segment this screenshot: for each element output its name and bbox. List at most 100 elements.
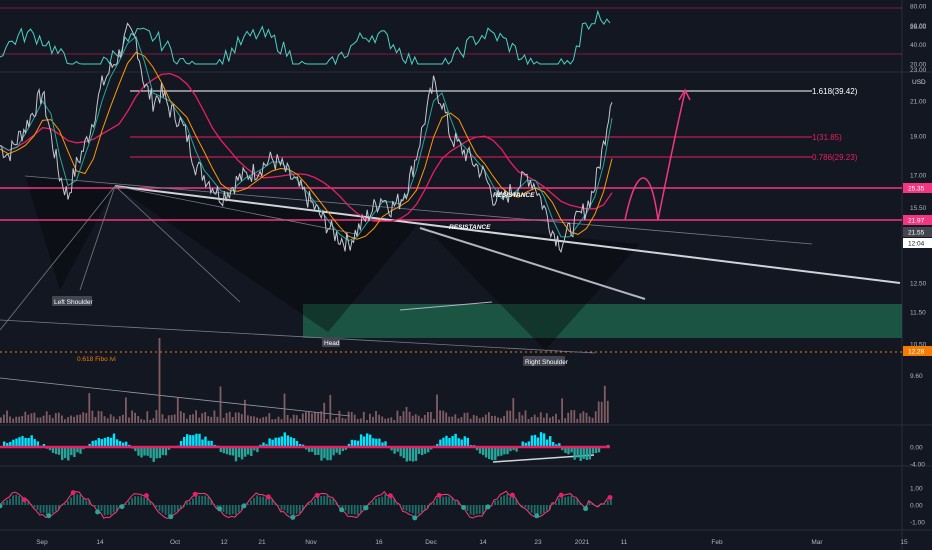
macd-bar xyxy=(491,447,494,461)
right-shoulder-shape xyxy=(420,222,640,350)
fibo-618-label: 0.618 Fibo lvl xyxy=(77,356,116,363)
stoch-bar xyxy=(457,501,460,505)
stoch-bar xyxy=(134,496,136,505)
rsi-tick-2: 60.00 xyxy=(910,23,927,30)
stoch-dot xyxy=(217,506,223,512)
volume-bar xyxy=(280,419,283,423)
time-label-6: 16 xyxy=(375,539,383,546)
volume-bar xyxy=(0,417,2,423)
stoch-bar xyxy=(329,498,332,505)
macd-bar xyxy=(274,437,277,447)
rsi-pane: 20.00 40.00 60.00 80.00 xyxy=(0,4,927,69)
price-tick-7: 19.00 xyxy=(910,134,927,141)
volume-bar xyxy=(442,410,445,423)
time-label-10: 2021 xyxy=(575,539,590,546)
stoch-bar xyxy=(97,505,100,511)
stoch-bar xyxy=(347,505,350,514)
volume-bar xyxy=(570,410,573,423)
volume-bar xyxy=(298,418,301,423)
stoch-bar xyxy=(173,505,176,513)
macd-bar xyxy=(247,447,250,455)
price-tag-4: 12.28 xyxy=(908,349,925,356)
stoch-bar xyxy=(3,502,5,505)
volume-bar xyxy=(262,417,265,423)
stoch-bar xyxy=(39,505,42,514)
volume-bar xyxy=(390,417,393,423)
macd-bar xyxy=(179,441,183,447)
volume-bar xyxy=(100,411,103,423)
macd-bar xyxy=(122,442,125,447)
stoch-bar xyxy=(478,505,481,514)
volume-bar xyxy=(323,402,326,423)
volume-bar xyxy=(539,412,542,423)
stoch-dot xyxy=(70,490,76,496)
volume-bar xyxy=(128,417,130,423)
macd-bar xyxy=(594,447,598,453)
volume-bar xyxy=(79,414,82,423)
macd-bar xyxy=(369,434,372,447)
volume-bar xyxy=(250,416,252,423)
macd-bar xyxy=(338,447,341,455)
stoch-bar xyxy=(128,501,130,505)
price-axis[interactable]: USD 9.6010.5011.5012.5014.0015.5017.0019… xyxy=(903,0,932,380)
stoch-bar xyxy=(21,497,24,505)
stoch-bar xyxy=(51,505,54,514)
stoch-bar xyxy=(600,504,603,505)
stoch-bar xyxy=(542,505,545,513)
right-shoulder-box xyxy=(523,356,565,366)
stoch-bar xyxy=(204,495,207,505)
stoch-bar xyxy=(475,505,478,515)
stoch-bar xyxy=(527,505,530,510)
stoch-bar xyxy=(393,498,396,505)
macd-bar xyxy=(597,447,601,453)
volume-bar xyxy=(542,417,545,423)
stoch-bar xyxy=(253,497,255,505)
stoch-bar xyxy=(280,505,283,511)
volume-bar xyxy=(527,419,530,423)
volume-bar xyxy=(347,411,350,423)
stoch-bar xyxy=(503,495,505,505)
stoch-dot xyxy=(412,515,418,521)
volume-bar xyxy=(466,412,469,423)
stoch-bar xyxy=(109,505,112,515)
stoch-bar xyxy=(298,505,301,513)
macd-bar xyxy=(76,447,79,453)
volume-bar xyxy=(210,416,213,423)
volume-bar xyxy=(204,412,207,423)
stoch-bar xyxy=(481,505,484,514)
volume-bar xyxy=(228,411,231,423)
macd-bar xyxy=(143,447,146,456)
macd-bar xyxy=(503,447,506,455)
stoch-bar xyxy=(265,497,268,505)
stoch-bar xyxy=(521,505,524,507)
macd-bar xyxy=(42,444,46,447)
stoch-bar xyxy=(536,505,539,514)
stoch-bar xyxy=(210,500,213,505)
macd-bar xyxy=(582,447,585,459)
resistance-label-2: RESISTANCE xyxy=(449,224,491,231)
price-tick-0: 9.60 xyxy=(910,373,923,380)
macd-bar xyxy=(494,447,497,461)
volume-bar xyxy=(536,417,539,423)
volume-bar xyxy=(387,418,390,423)
stoch-dot xyxy=(290,514,296,520)
volume-bar xyxy=(585,412,588,423)
macd-bar xyxy=(353,440,357,447)
stoch-bar xyxy=(530,505,533,513)
volume-bar xyxy=(301,413,304,423)
macd-bar xyxy=(91,440,94,447)
stoch-bar xyxy=(277,505,280,506)
price-tick-9: 23.00 xyxy=(910,67,927,74)
stoch-bar xyxy=(500,496,502,505)
stoch-bar xyxy=(350,505,353,515)
volume-bar xyxy=(497,417,499,423)
macd-bar xyxy=(183,437,186,447)
volume-bar xyxy=(314,412,316,423)
volume-bar xyxy=(201,413,204,423)
time-axis[interactable]: Sep 14 Oct 12 21 Nov 16 Dec 14 23 2021 11 Feb Mar 15 xyxy=(36,539,908,546)
macd-bar xyxy=(158,447,161,458)
stoch-dot xyxy=(119,504,125,510)
stoch-dot xyxy=(387,493,393,499)
